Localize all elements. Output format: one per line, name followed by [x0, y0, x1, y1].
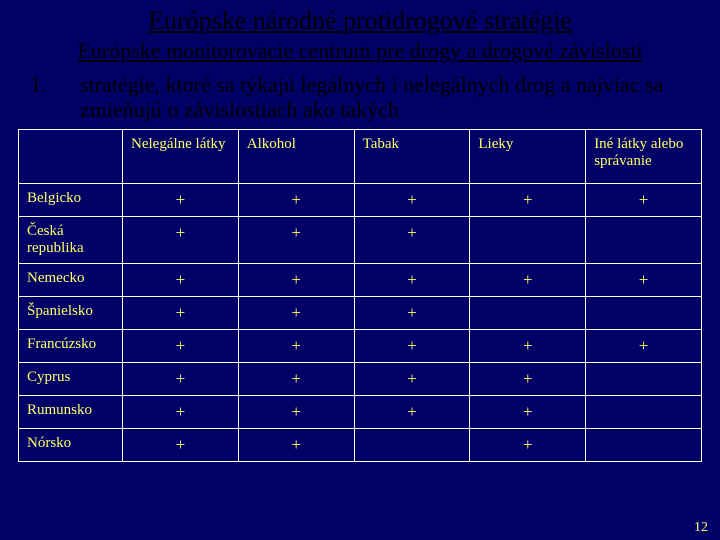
table-cell: +	[238, 329, 354, 362]
page-title: Európske národné protidrogové stratégie	[0, 0, 720, 36]
row-label: Francúzsko	[19, 329, 123, 362]
table-cell: +	[123, 329, 239, 362]
table-cell: +	[238, 296, 354, 329]
table-cell: +	[238, 216, 354, 263]
table-row: Nórsko+++	[19, 428, 702, 461]
table-row: Francúzsko+++++	[19, 329, 702, 362]
table-cell: +	[470, 263, 586, 296]
table-cell	[470, 296, 586, 329]
table-cell: +	[470, 183, 586, 216]
col-header: Lieky	[470, 129, 586, 183]
table-cell: +	[470, 329, 586, 362]
row-label: Nórsko	[19, 428, 123, 461]
page-number: 12	[694, 520, 708, 536]
table-row: Cyprus++++	[19, 362, 702, 395]
table-cell: +	[354, 183, 470, 216]
table-cell	[586, 428, 702, 461]
table-cell: +	[123, 263, 239, 296]
row-label: Belgicko	[19, 183, 123, 216]
table-cell: +	[354, 296, 470, 329]
table-cell: +	[238, 263, 354, 296]
table-cell: +	[586, 329, 702, 362]
table-cell: +	[586, 183, 702, 216]
table-cell: +	[123, 216, 239, 263]
table-cell: +	[354, 395, 470, 428]
table-cell	[470, 216, 586, 263]
table-cell: +	[123, 183, 239, 216]
table-row: Španielsko+++	[19, 296, 702, 329]
table-cell: +	[470, 395, 586, 428]
col-header: Alkohol	[238, 129, 354, 183]
row-label: Česká republika	[19, 216, 123, 263]
col-header: Nelegálne látky	[123, 129, 239, 183]
table-row: Nemecko+++++	[19, 263, 702, 296]
table-cell	[586, 362, 702, 395]
page-subtitle: Európske monitorovacie centrum pre drogy…	[0, 36, 720, 68]
table-cell	[586, 216, 702, 263]
col-header-empty	[19, 129, 123, 183]
table-cell	[354, 428, 470, 461]
bullet-text: stratégie, ktoré sa týkajú legálnych i n…	[80, 72, 690, 123]
table-cell: +	[354, 216, 470, 263]
table-cell: +	[238, 183, 354, 216]
table-cell: +	[123, 395, 239, 428]
table-cell: +	[238, 428, 354, 461]
table-cell: +	[123, 428, 239, 461]
bullet-point: 1. stratégie, ktoré sa týkajú legálnych …	[0, 68, 720, 129]
table-row: Belgicko+++++	[19, 183, 702, 216]
table-cell: +	[238, 395, 354, 428]
table-cell: +	[354, 263, 470, 296]
table-header-row: Nelegálne látky Alkohol Tabak Lieky Iné …	[19, 129, 702, 183]
table-cell: +	[123, 296, 239, 329]
col-header: Tabak	[354, 129, 470, 183]
table-cell	[586, 395, 702, 428]
table-cell: +	[123, 362, 239, 395]
col-header: Iné látky alebo správanie	[586, 129, 702, 183]
row-label: Rumunsko	[19, 395, 123, 428]
table-row: Rumunsko++++	[19, 395, 702, 428]
strategy-table: Nelegálne látky Alkohol Tabak Lieky Iné …	[18, 129, 702, 462]
table-cell: +	[354, 329, 470, 362]
table-cell: +	[470, 428, 586, 461]
bullet-number: 1.	[30, 72, 80, 123]
table-cell: +	[354, 362, 470, 395]
row-label: Cyprus	[19, 362, 123, 395]
row-label: Nemecko	[19, 263, 123, 296]
table-cell	[586, 296, 702, 329]
table-cell: +	[586, 263, 702, 296]
table-row: Česká republika+++	[19, 216, 702, 263]
row-label: Španielsko	[19, 296, 123, 329]
table-cell: +	[238, 362, 354, 395]
table-cell: +	[470, 362, 586, 395]
